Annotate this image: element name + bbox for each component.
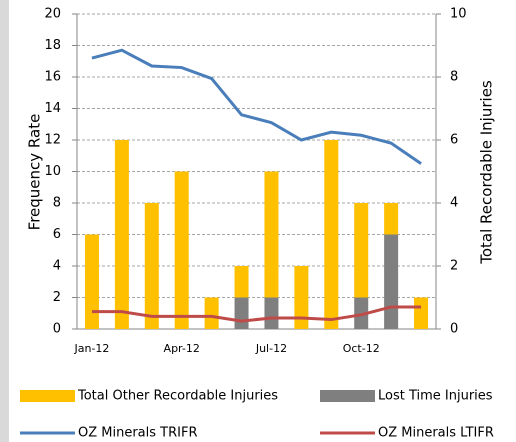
bar	[84, 234, 99, 329]
legend-swatch	[320, 390, 375, 402]
y-tick-label: 18	[44, 38, 61, 53]
y2-tick-label: 2	[450, 259, 458, 274]
y-tick-label: 14	[44, 101, 61, 116]
bar	[294, 266, 309, 329]
legend-label: OZ Minerals LTIFR	[378, 426, 494, 441]
legend-label: Total Other Recordable Injuries	[77, 389, 278, 404]
y-axis-label: Frequency Rate	[26, 114, 44, 231]
legend-label: OZ Minerals TRIFR	[78, 426, 197, 441]
x-tick-label: Jul-12	[255, 342, 287, 355]
bar	[264, 171, 279, 298]
y-tick-label: 4	[53, 259, 61, 274]
y2-tick-label: 8	[450, 70, 458, 85]
bar	[324, 140, 339, 329]
x-tick-label: Jan-12	[73, 342, 109, 355]
line	[91, 48, 422, 165]
bar	[174, 171, 189, 329]
y-tick-label: 10	[44, 164, 61, 179]
legend-label: Lost Time Injuries	[378, 389, 493, 404]
line	[91, 305, 422, 323]
left-border	[0, 0, 9, 442]
bar	[234, 297, 249, 329]
bar	[384, 234, 399, 329]
y-tick-label: 0	[53, 322, 61, 337]
x-tick-label: Oct-12	[343, 342, 380, 355]
bar	[114, 140, 129, 329]
bar	[414, 297, 429, 329]
y2-tick-label: 4	[450, 196, 458, 211]
bar	[204, 297, 219, 329]
y-tick-label: 20	[44, 7, 61, 22]
bar	[384, 203, 399, 235]
y-tick-label: 16	[44, 70, 61, 85]
y2-axis-label: Total Recordable Injuries	[478, 80, 496, 265]
bar	[354, 297, 369, 329]
bar	[354, 203, 369, 298]
y-tick-label: 8	[53, 196, 61, 211]
y2-tick-label: 10	[450, 7, 467, 22]
y2-tick-label: 6	[450, 133, 458, 148]
y-tick-label: 12	[44, 133, 61, 148]
x-tick-label: Apr-12	[164, 342, 200, 355]
y2-tick-label: 0	[450, 322, 458, 337]
legend-swatch	[20, 390, 75, 402]
bar	[234, 266, 249, 298]
bar	[264, 297, 279, 329]
y-tick-label: 6	[53, 227, 61, 242]
bar	[144, 203, 159, 329]
y-tick-label: 2	[53, 290, 61, 305]
